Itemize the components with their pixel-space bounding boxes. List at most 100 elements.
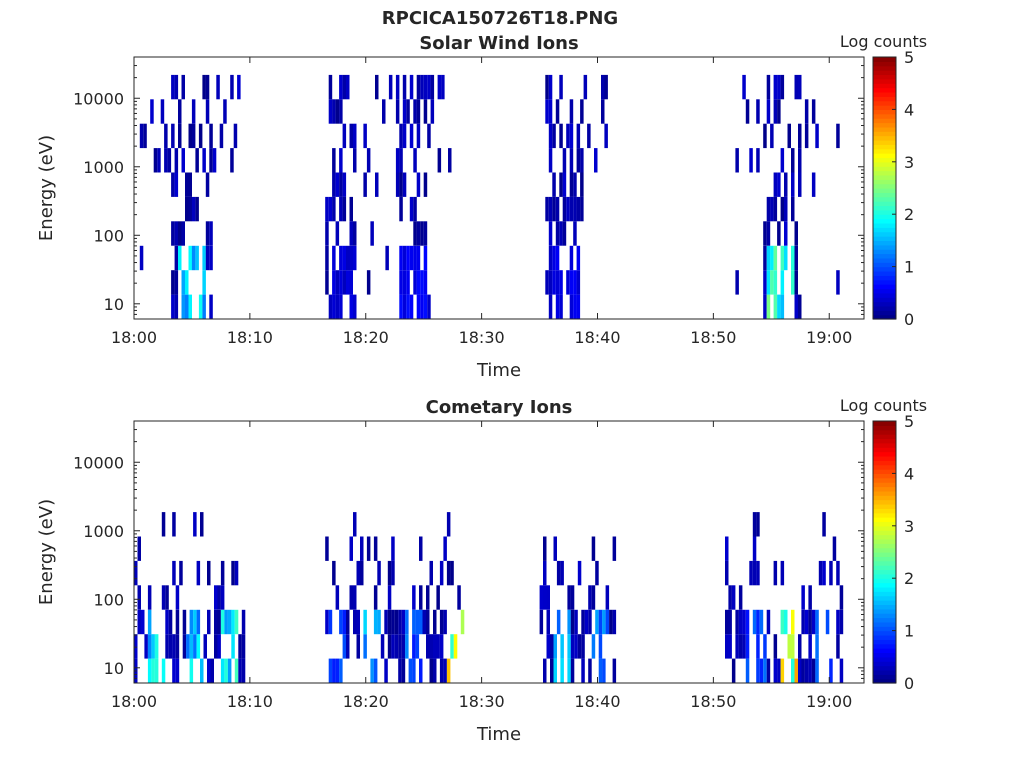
heatmap-cell — [559, 74, 563, 100]
heatmap-cell — [325, 270, 329, 295]
heatmap-cell — [147, 658, 152, 683]
colorbar-segment — [873, 621, 896, 627]
heatmap-cell — [839, 658, 844, 683]
colorbar-segment — [873, 227, 896, 233]
heatmap-cell — [766, 270, 771, 295]
heatmap-cell — [773, 270, 778, 295]
heatmap-cell — [595, 609, 599, 635]
heatmap-cell — [353, 294, 357, 319]
heatmap-cell — [387, 585, 392, 610]
heatmap-cell — [601, 99, 605, 124]
heatmap-cell — [784, 245, 788, 271]
heatmap-cell — [773, 196, 778, 222]
colorbar-segment — [873, 139, 896, 145]
heatmap-cell — [573, 270, 577, 295]
heatmap-cell — [191, 123, 196, 149]
heatmap-cell — [570, 658, 575, 683]
heatmap-cell — [567, 585, 571, 610]
heatmap-cell — [566, 270, 570, 295]
heatmap-cell — [196, 560, 201, 586]
heatmap-cells — [134, 512, 844, 683]
heatmap-cell — [742, 74, 746, 100]
colorbar-segment — [873, 262, 896, 268]
heatmap-cell — [423, 270, 428, 295]
heatmap-cell — [777, 99, 781, 124]
colorbar-segment — [873, 314, 896, 320]
heatmap-cell — [195, 245, 199, 271]
heatmap-cell — [808, 609, 812, 635]
heatmap-cell — [559, 172, 563, 197]
heatmap-cell — [752, 560, 757, 586]
heatmap-cell — [423, 99, 428, 124]
heatmap-cell — [429, 658, 433, 683]
heatmap-cell — [443, 536, 447, 561]
heatmap-cell — [164, 148, 168, 173]
heatmap-cell — [419, 536, 423, 561]
heatmap-cell — [569, 270, 574, 295]
heatmap-cell — [801, 658, 805, 683]
x-tick-label: 18:20 — [343, 692, 389, 711]
heatmap-cell — [780, 560, 785, 586]
heatmap-cell — [335, 221, 340, 246]
heatmap-cell — [399, 172, 403, 197]
heatmap-cell — [325, 536, 329, 561]
heatmap-cell — [583, 74, 588, 100]
heatmap-cell — [759, 609, 764, 635]
heatmap-cell — [325, 609, 329, 635]
heatmap-cell — [356, 609, 360, 635]
colorbar-segment — [873, 144, 896, 150]
heatmap-cell — [801, 585, 805, 610]
heatmap-cell — [552, 245, 556, 271]
heatmap-cell — [342, 196, 347, 222]
colorbar-segment — [873, 586, 896, 592]
heatmap-cell — [171, 294, 175, 319]
heatmap-cell — [402, 74, 407, 100]
heatmap-cell — [773, 634, 778, 659]
colorbar-segment — [873, 284, 896, 290]
heatmap-cell — [570, 634, 575, 659]
heatmap-cell — [209, 245, 213, 271]
heatmap-cell — [171, 172, 175, 197]
colorbar-segment — [873, 87, 896, 93]
colorbar-segment — [873, 96, 896, 102]
heatmap-cell — [576, 148, 581, 173]
heatmap-cell — [832, 536, 837, 561]
heatmap-cell — [172, 634, 176, 659]
heatmap-cell — [387, 609, 392, 635]
heatmap-cell — [171, 74, 175, 100]
heatmap-cell — [763, 245, 767, 271]
heatmap-cell — [399, 148, 403, 173]
heatmap-cell — [161, 512, 166, 537]
heatmap-cell — [193, 512, 197, 537]
heatmap-cell — [545, 270, 549, 295]
heatmap-cell — [182, 634, 187, 659]
heatmap-cell — [412, 658, 416, 683]
heatmap-cell — [728, 609, 732, 635]
heatmap-cell — [725, 560, 729, 586]
heatmap-cell — [405, 609, 409, 635]
heatmap-cell — [543, 560, 547, 586]
heatmap-cell — [373, 536, 378, 561]
heatmap-cell — [423, 74, 428, 100]
heatmap-cell — [745, 609, 750, 635]
heatmap-cell — [829, 658, 833, 683]
heatmap-cell — [766, 294, 771, 319]
colorbar-segment — [873, 499, 896, 505]
heatmap-cell — [742, 634, 746, 659]
heatmap-cell — [154, 658, 159, 683]
heatmap-cell — [342, 270, 347, 295]
heatmap-cell — [773, 99, 778, 124]
colorbar-segment — [873, 240, 896, 246]
heatmap-cell — [188, 245, 192, 271]
colorbar-segment — [873, 157, 896, 163]
heatmap-cell — [576, 270, 581, 295]
heatmap-cell — [427, 74, 431, 100]
heatmap-cell — [559, 294, 563, 319]
heatmap-cell — [416, 172, 421, 197]
colorbar-segment — [873, 613, 896, 619]
heatmap-cell — [439, 609, 444, 635]
colorbar-segment — [873, 292, 896, 298]
colorbar-segment — [873, 244, 896, 250]
heatmap-cell — [363, 123, 367, 149]
heatmap-cell — [773, 172, 778, 197]
